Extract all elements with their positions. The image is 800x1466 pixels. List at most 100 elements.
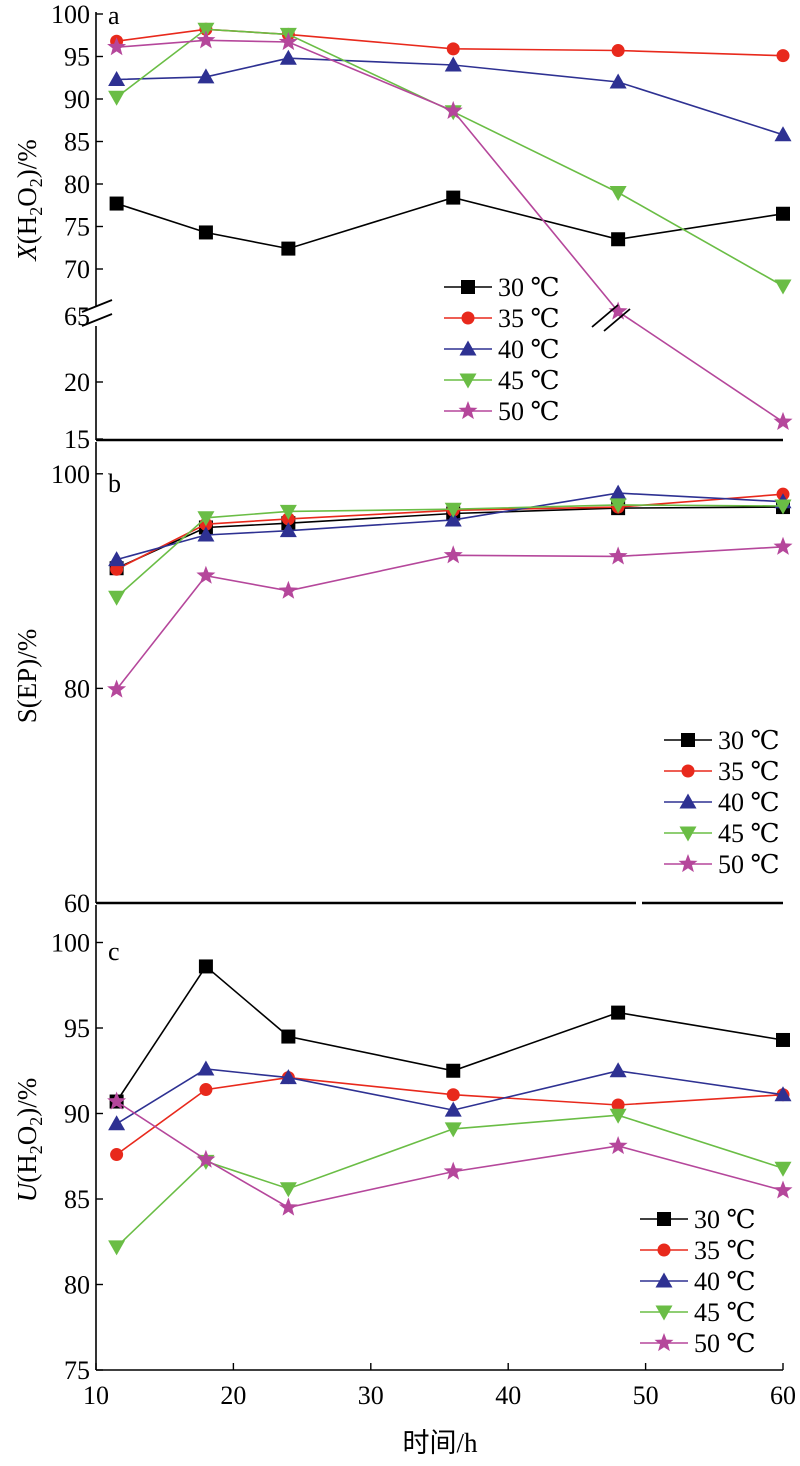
y-tick-label: 65 bbox=[64, 302, 90, 331]
data-point bbox=[197, 68, 215, 84]
series-line bbox=[116, 57, 784, 136]
legend-marker bbox=[657, 1243, 671, 1257]
data-point bbox=[443, 545, 463, 564]
legend-label: 50 ℃ bbox=[694, 1329, 756, 1358]
data-point bbox=[279, 504, 297, 520]
data-point bbox=[197, 1060, 215, 1076]
y-tick-label: 100 bbox=[51, 460, 90, 489]
x-tick-label: 20 bbox=[220, 1381, 246, 1410]
series-line bbox=[116, 1100, 784, 1209]
series-line bbox=[116, 1114, 784, 1248]
series-line bbox=[116, 39, 784, 423]
legend-label: 30 ℃ bbox=[718, 726, 780, 755]
data-point bbox=[446, 42, 460, 56]
legend-label: 40 ℃ bbox=[498, 335, 560, 364]
data-point bbox=[446, 1063, 461, 1078]
legend-label: 35 ℃ bbox=[694, 1236, 756, 1265]
data-point bbox=[609, 186, 627, 201]
data-point bbox=[776, 49, 790, 63]
legend-label: 30 ℃ bbox=[498, 273, 560, 302]
data-point bbox=[108, 590, 126, 606]
data-point bbox=[446, 1088, 460, 1102]
data-point bbox=[108, 70, 126, 86]
series-line bbox=[116, 1068, 784, 1125]
y-tick-label: 20 bbox=[64, 368, 90, 397]
legend-marker bbox=[657, 1212, 671, 1226]
legend-marker bbox=[678, 854, 698, 873]
legend-marker bbox=[681, 733, 695, 747]
y-tick-label: 80 bbox=[64, 674, 90, 703]
y-axis-label: S(EP)/% bbox=[12, 629, 42, 724]
legend-marker bbox=[655, 1272, 673, 1288]
legend-label: 50 ℃ bbox=[718, 850, 780, 879]
y-tick-label: 95 bbox=[64, 1014, 90, 1043]
data-point bbox=[196, 565, 216, 584]
series-line bbox=[116, 28, 784, 57]
data-point bbox=[774, 279, 792, 295]
data-point bbox=[278, 580, 298, 599]
axis-break-mark bbox=[81, 313, 113, 327]
data-point bbox=[279, 522, 297, 538]
data-point bbox=[611, 1005, 626, 1020]
legend-label: 40 ℃ bbox=[694, 1267, 756, 1296]
legend-label: 30 ℃ bbox=[694, 1205, 756, 1234]
data-point bbox=[608, 546, 628, 565]
data-point bbox=[279, 1069, 297, 1085]
data-point bbox=[773, 1180, 793, 1199]
data-point bbox=[611, 44, 625, 58]
legend-marker bbox=[679, 793, 697, 809]
data-point bbox=[198, 959, 213, 974]
legend-label: 35 ℃ bbox=[498, 304, 560, 333]
data-point bbox=[107, 679, 127, 698]
legend-marker bbox=[681, 764, 695, 778]
legend-marker bbox=[654, 1333, 674, 1352]
y-tick-label: 80 bbox=[64, 170, 90, 199]
series-line bbox=[115, 546, 784, 690]
data-point bbox=[444, 1101, 462, 1117]
data-point bbox=[197, 526, 215, 542]
data-point bbox=[774, 499, 792, 515]
axis-break-mark bbox=[591, 304, 619, 328]
series-line bbox=[116, 504, 784, 598]
series-line bbox=[116, 506, 784, 569]
y-tick-label: 60 bbox=[64, 889, 90, 918]
x-tick-label: 10 bbox=[83, 1381, 109, 1410]
data-point bbox=[196, 30, 216, 49]
data-point bbox=[611, 232, 626, 247]
data-point bbox=[281, 1029, 296, 1044]
data-point bbox=[446, 190, 461, 205]
data-point bbox=[608, 301, 628, 320]
data-point bbox=[196, 1149, 216, 1168]
data-point bbox=[444, 502, 462, 518]
data-point bbox=[197, 511, 215, 527]
legend-marker bbox=[459, 340, 477, 356]
data-point bbox=[611, 1098, 625, 1112]
data-point bbox=[108, 551, 126, 567]
data-point bbox=[281, 241, 296, 256]
data-point bbox=[609, 73, 627, 89]
y-tick-label: 90 bbox=[64, 1100, 90, 1129]
legend-label: 35 ℃ bbox=[718, 757, 780, 786]
series-line bbox=[116, 196, 784, 250]
axis-break-mark bbox=[81, 299, 113, 313]
data-point bbox=[279, 49, 297, 65]
y-axis-label: X(H2O2)/% bbox=[12, 139, 46, 261]
legend-label: 45 ℃ bbox=[694, 1298, 756, 1327]
y-tick-label: 70 bbox=[64, 255, 90, 284]
legend-marker bbox=[461, 311, 475, 325]
data-point bbox=[443, 1161, 463, 1180]
data-point bbox=[108, 90, 126, 106]
data-point bbox=[774, 1161, 792, 1177]
data-point bbox=[443, 100, 463, 119]
y-tick-label: 100 bbox=[51, 0, 90, 29]
y-tick-label: 85 bbox=[64, 128, 90, 157]
data-point bbox=[609, 484, 627, 500]
series-line bbox=[115, 965, 784, 1102]
series-line bbox=[116, 492, 784, 561]
data-point bbox=[773, 411, 793, 430]
legend-marker bbox=[655, 1305, 673, 1321]
data-point bbox=[774, 126, 792, 142]
data-point bbox=[444, 1122, 462, 1138]
series-line bbox=[116, 1076, 784, 1156]
data-point bbox=[774, 1086, 792, 1102]
